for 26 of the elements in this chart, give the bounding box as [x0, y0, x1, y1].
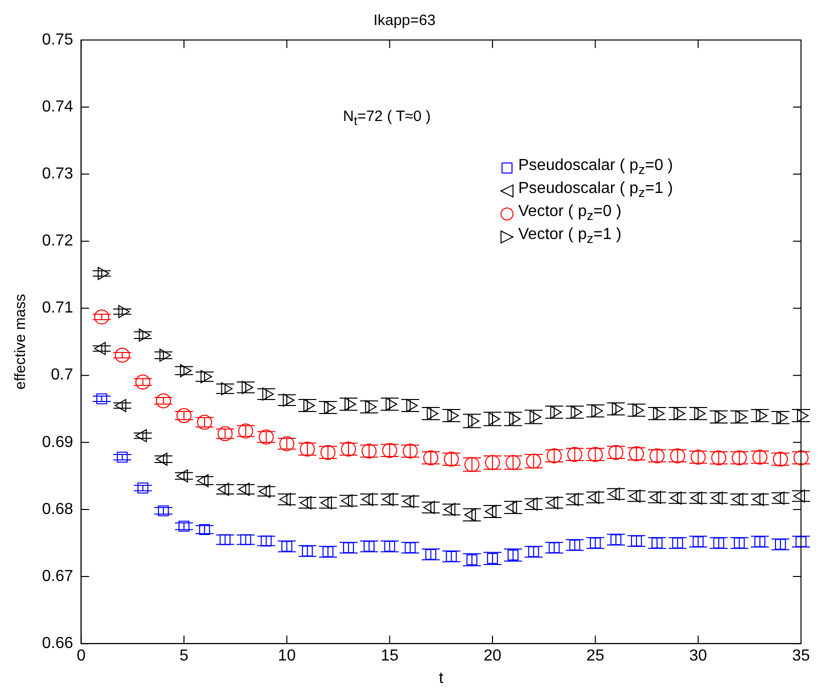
y-tick-label: 0.67: [42, 568, 74, 585]
legend-label: Vector ( p$_{z}$=0 ): [518, 203, 622, 224]
legend-label: Vector ( p$_{z}$=1 ): [518, 226, 622, 247]
x-tick-label: 10: [278, 648, 296, 665]
legend-label: Pseudoscalar ( p$_{z}$=0 ): [518, 157, 673, 178]
annotation: N$_{t}$=72 ( T≈0 ): [343, 108, 431, 128]
y-tick-label: 0.66: [42, 635, 74, 652]
y-tick-label: 0.72: [42, 232, 74, 250]
x-tick-label: 35: [792, 648, 810, 665]
x-tick-label: 25: [586, 648, 604, 665]
y-axis-title: effective mass: [12, 294, 30, 390]
y-tick-label: 0.71: [42, 300, 74, 317]
y-tick-label: 0.69: [42, 434, 74, 451]
x-tick-label: 20: [484, 648, 502, 665]
y-tick-label: 0.75: [42, 31, 74, 48]
legend-label: Pseudoscalar ( p$_{z}$=1 ): [518, 180, 673, 201]
y-tick-label: 0.74: [42, 98, 74, 116]
chart-title: Ikapp=63: [373, 12, 436, 30]
y-tick-label: 0.73: [42, 166, 74, 183]
x-tick-label: 5: [180, 648, 189, 665]
x-tick-label: 15: [380, 648, 399, 665]
x-tick-label: 0: [76, 648, 86, 665]
y-tick-label: 0.68: [42, 500, 74, 518]
x-tick-label: 30: [689, 648, 708, 665]
x-axis-title: t: [438, 670, 444, 687]
y-tick-label: 0.7: [50, 366, 74, 384]
